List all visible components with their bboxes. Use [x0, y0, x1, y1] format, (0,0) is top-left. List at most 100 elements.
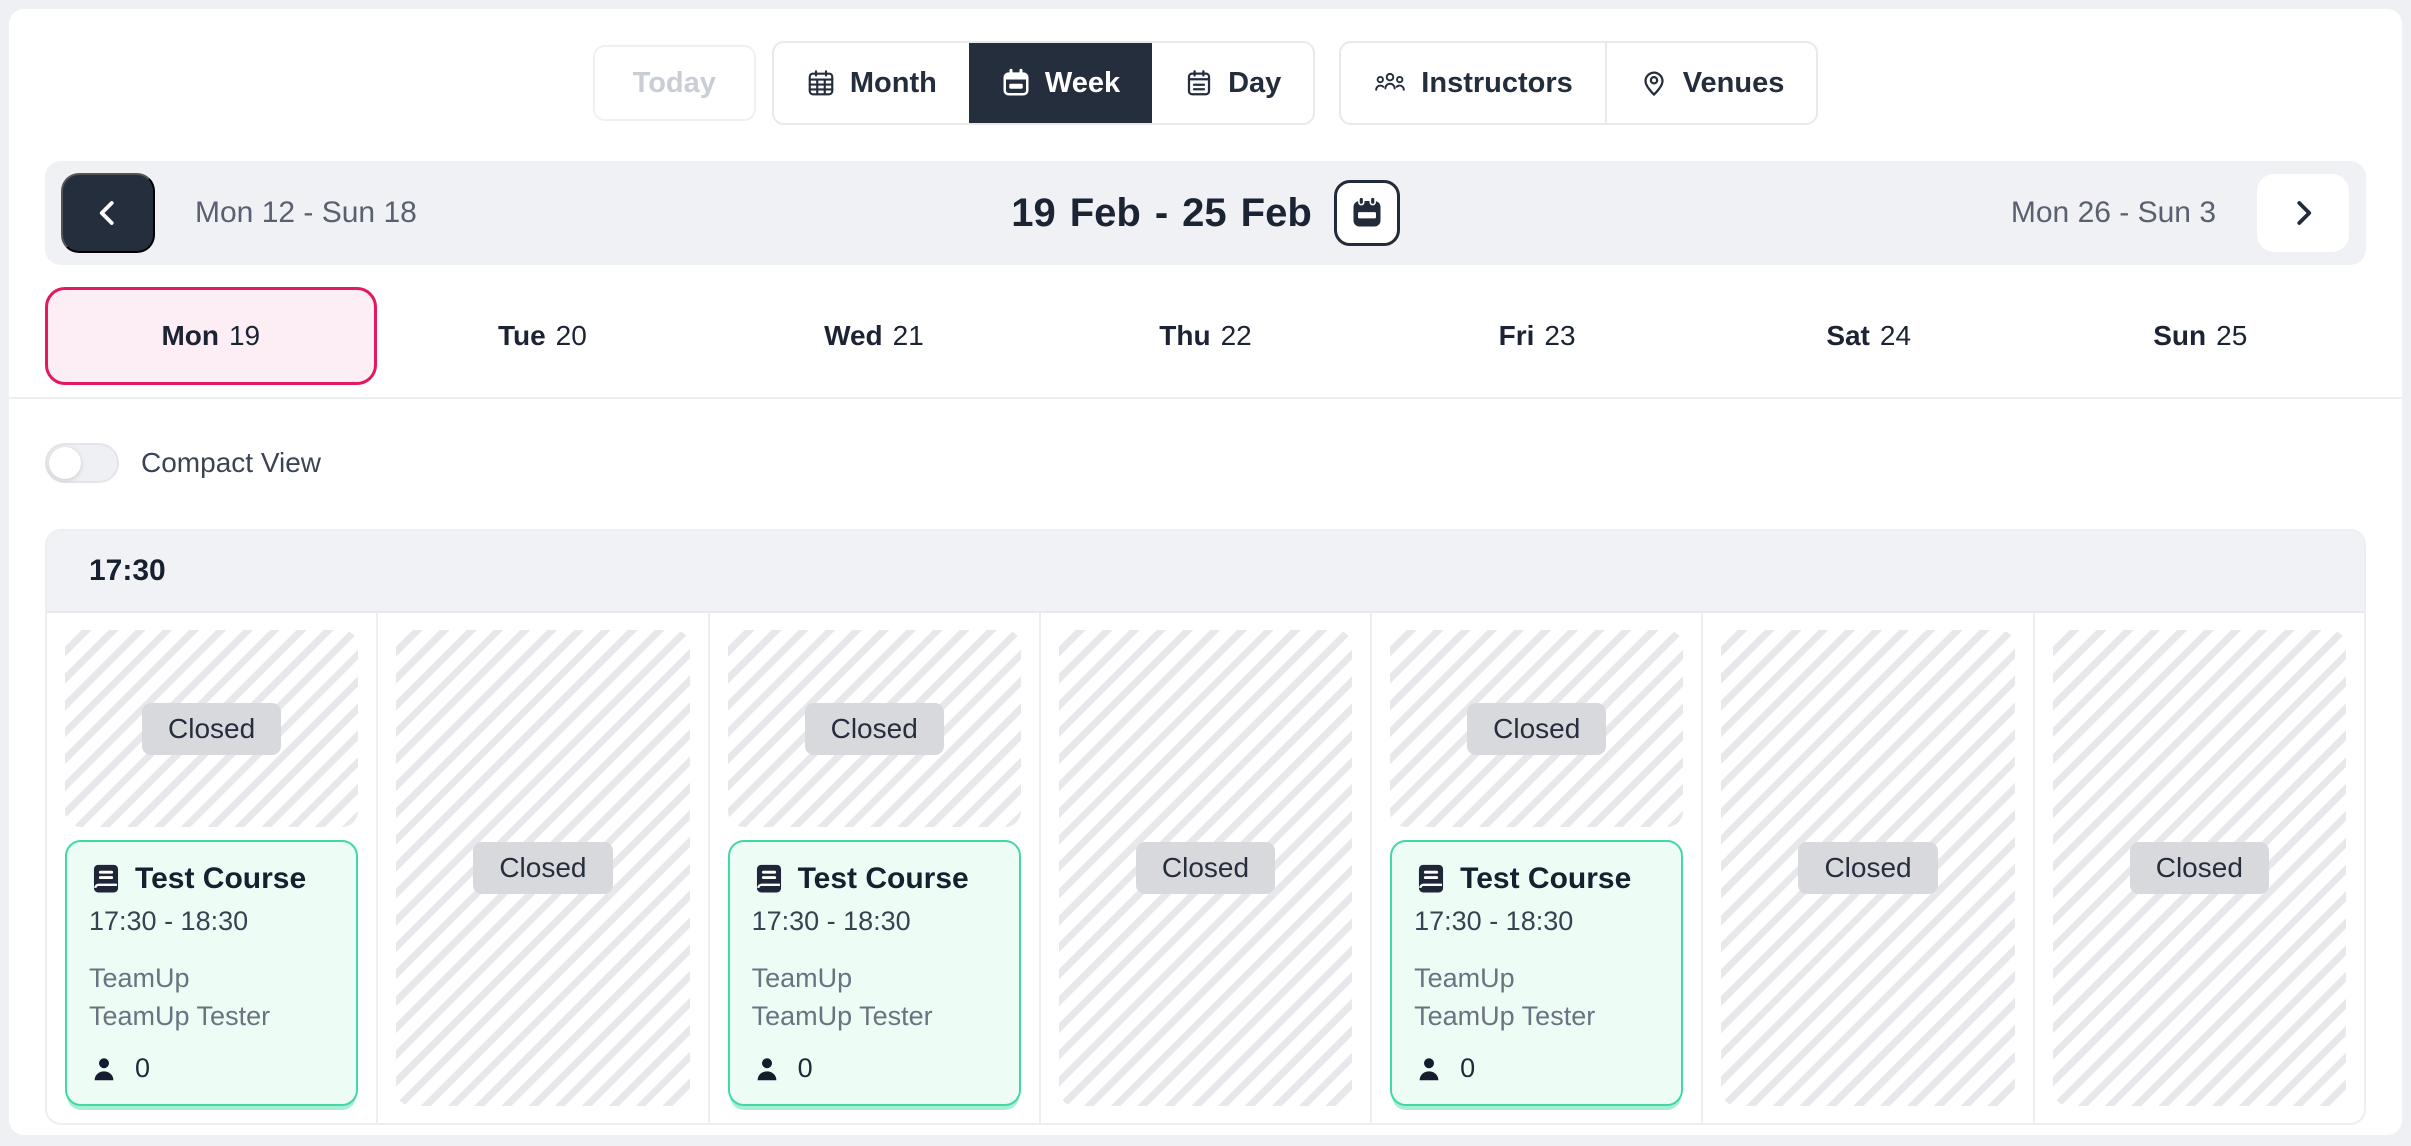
schedule-panel: Today Month: [8, 8, 2403, 1136]
closed-slot: Closed: [1721, 630, 2015, 1106]
instructors-icon: [1373, 68, 1407, 98]
toggle-knob: [49, 447, 81, 479]
closed-badge: Closed: [473, 842, 613, 894]
event-title: Test Course: [135, 862, 307, 895]
entity-switcher: Instructors Venues: [1339, 41, 1819, 125]
schedule-column-wed: Closed: [710, 613, 1041, 1123]
schedule-grid-card: 17:30 Closed: [45, 529, 2366, 1125]
day-tab-date: 20: [555, 320, 587, 351]
closed-badge: Closed: [142, 702, 282, 755]
tab-venues-label: Venues: [1682, 66, 1785, 99]
header-section: Today Month: [9, 9, 2402, 399]
schedule-column-thu: Closed: [1041, 613, 1373, 1123]
tab-week[interactable]: Week: [968, 43, 1153, 123]
closed-badge: Closed: [1798, 842, 1938, 894]
event-card[interactable]: Test Course 17:30 - 18:30 TeamUp TeamUp …: [65, 840, 359, 1106]
event-title: Test Course: [797, 862, 969, 895]
attendee-count: 0: [1460, 1053, 1476, 1083]
day-tab-label: Thu: [1159, 320, 1211, 351]
day-tab-mon[interactable]: Mon 19: [45, 287, 377, 385]
calendar-picker-icon: [1353, 196, 1381, 227]
day-tabs-row: Mon 19 Tue 20 Wed 21 Thu 22 Fri 23: [45, 287, 2366, 385]
compact-view-row: Compact View: [45, 443, 2366, 483]
event-card[interactable]: Test Course 17:30 - 18:30 TeamUp TeamUp …: [727, 840, 1021, 1106]
day-tab-date: 22: [1220, 320, 1252, 351]
attendee-count: 0: [797, 1053, 813, 1083]
closed-slot: Closed: [65, 630, 359, 827]
calendar-month-icon: [806, 68, 836, 98]
closed-badge: Closed: [1467, 702, 1607, 755]
day-tab-sun[interactable]: Sun 25: [2034, 287, 2366, 385]
day-tab-wed[interactable]: Wed 21: [708, 287, 1040, 385]
day-tab-date: 23: [1544, 320, 1576, 351]
nav-center-group: 19 Feb - 25 Feb: [45, 161, 2366, 265]
closed-slot: Closed: [727, 630, 1021, 827]
event-title: Test Course: [1460, 862, 1632, 895]
date-picker-button[interactable]: [1333, 180, 1400, 246]
closed-slot: Closed: [2052, 630, 2346, 1106]
closed-badge: Closed: [2129, 842, 2269, 894]
today-button[interactable]: Today: [592, 45, 756, 121]
tab-day-label: Day: [1228, 66, 1282, 99]
event-business: TeamUp: [1414, 963, 1515, 993]
day-tab-fri[interactable]: Fri 23: [1371, 287, 1703, 385]
nav-right-group: Mon 26 - Sun 3: [2011, 173, 2350, 253]
previous-week-range: Mon 12 - Sun 18: [195, 196, 417, 229]
time-slot-label: 17:30: [89, 554, 166, 587]
day-tab-sat[interactable]: Sat 24: [1703, 287, 2035, 385]
event-time: 17:30 - 18:30: [89, 906, 249, 936]
day-tab-label: Sat: [1826, 320, 1870, 351]
schedule-grid-body: Closed: [47, 613, 2364, 1123]
tab-month[interactable]: Month: [774, 43, 969, 123]
day-tab-thu[interactable]: Thu 22: [1040, 287, 1372, 385]
nav-left-group: Mon 12 - Sun 18: [61, 173, 417, 253]
chevron-right-icon: [2297, 201, 2312, 225]
tab-instructors[interactable]: Instructors: [1341, 43, 1604, 123]
view-switcher: Month Week: [771, 41, 1316, 125]
day-tab-tue[interactable]: Tue 20: [377, 287, 709, 385]
event-instructor: TeamUp Tester: [751, 1001, 933, 1032]
closed-badge: Closed: [1135, 842, 1276, 894]
next-week-button[interactable]: [2256, 173, 2350, 253]
person-icon: [89, 1054, 119, 1084]
day-tab-date: 24: [1879, 320, 1912, 351]
range-start-day: 19: [1011, 190, 1056, 235]
closed-slot: Closed: [1390, 630, 1684, 827]
current-week-title: 19 Feb - 25 Feb: [1011, 191, 1312, 236]
view-toolbar: Today Month: [9, 41, 2402, 125]
previous-week-button[interactable]: [61, 173, 155, 253]
tab-instructors-label: Instructors: [1421, 66, 1573, 99]
range-start-month: Feb: [1069, 190, 1141, 235]
compact-view-label: Compact View: [141, 447, 322, 478]
event-time: 17:30 - 18:30: [1414, 906, 1574, 936]
time-slot-header: 17:30: [47, 531, 2364, 613]
day-tab-label: Wed: [824, 320, 883, 351]
range-end-month: Feb: [1240, 190, 1312, 235]
book-icon: [1414, 862, 1448, 896]
tab-week-label: Week: [1044, 66, 1121, 99]
calendar-week-icon: [1001, 68, 1031, 98]
person-icon: [1414, 1054, 1444, 1084]
day-tab-date: 19: [228, 320, 261, 351]
tab-month-label: Month: [849, 66, 937, 99]
map-pin-icon: [1639, 68, 1669, 98]
tab-day[interactable]: Day: [1152, 43, 1313, 123]
schedule-column-sat: Closed: [1703, 613, 2035, 1123]
tab-venues[interactable]: Venues: [1607, 43, 1817, 123]
schedule-column-tue: Closed: [378, 613, 710, 1123]
attendee-count: 0: [135, 1053, 151, 1083]
schedule-column-sun: Closed: [2035, 613, 2364, 1123]
book-icon: [752, 862, 786, 896]
group-divider: [1604, 43, 1607, 123]
schedule-column-mon: Closed: [47, 613, 379, 1123]
range-dash: -: [1154, 190, 1169, 235]
range-end-day: 25: [1182, 190, 1227, 235]
day-tab-date: 25: [2216, 320, 2248, 351]
compact-view-toggle[interactable]: [45, 443, 119, 483]
event-card[interactable]: Test Course 17:30 - 18:30 TeamUp TeamUp …: [1390, 840, 1684, 1106]
schedule-content: Compact View 17:30 Closed: [9, 399, 2402, 1125]
event-time: 17:30 - 18:30: [751, 906, 911, 936]
person-icon: [752, 1054, 782, 1084]
event-business: TeamUp: [751, 963, 853, 993]
